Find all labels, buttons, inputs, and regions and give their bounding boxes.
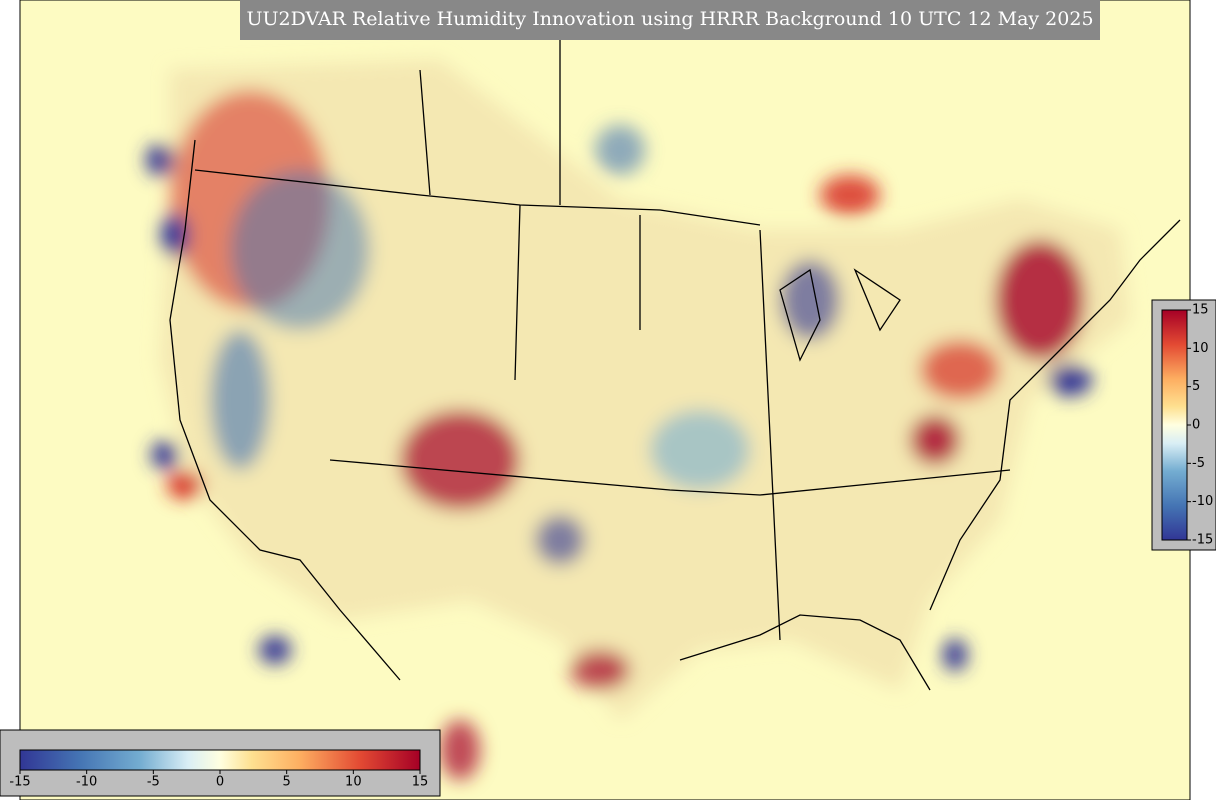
colorbar-tick-label: -15: [9, 775, 30, 790]
colorbar-tick-label: 10: [345, 775, 362, 790]
colorbar: [1161, 309, 1188, 541]
colorbar-tick-label: 5: [1192, 379, 1200, 394]
colorbar-tick-label: 0: [216, 775, 224, 790]
colorbar-tick-label: 15: [1192, 303, 1209, 318]
colorbar-tick-label: -5: [147, 775, 160, 790]
colorbar-tick-label: 10: [1192, 341, 1209, 356]
boundaries: [169, 40, 1181, 691]
colorbar-tick-label: 5: [283, 775, 291, 790]
innovation-field: [146, 60, 1130, 780]
colorbar-tick-label: -5: [1192, 456, 1205, 471]
colorbar-tick-label: 0: [1192, 418, 1200, 433]
colorbar-tick-label: 15: [412, 775, 429, 790]
title-box: [240, 0, 1100, 40]
colorbar-tick-label: -10: [1192, 494, 1213, 509]
colorbar-tick-label: -15: [1192, 533, 1213, 548]
map-title: UU2DVAR Relative Humidity Innovation usi…: [246, 8, 1093, 30]
colorbar: [19, 749, 421, 771]
colorbar-tick-label: -10: [76, 775, 97, 790]
